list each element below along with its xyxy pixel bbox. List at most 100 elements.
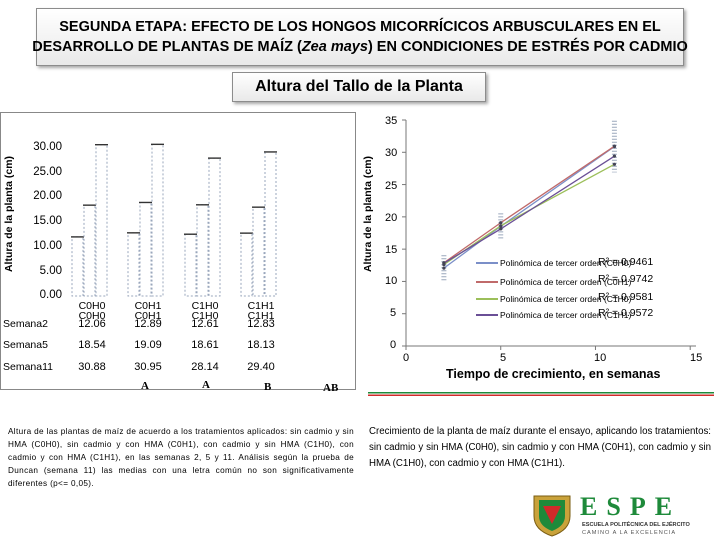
r-squared-label: R² = 0.9461	[598, 256, 654, 268]
duncan-letter: AB	[323, 382, 339, 394]
condition-header: C1H0	[191, 300, 219, 312]
duncan-letter: A	[202, 379, 210, 391]
table-row-label: Semana5	[3, 339, 48, 351]
table-cell: 19.09	[134, 339, 162, 351]
r-squared-label: R² = 0.9581	[598, 291, 654, 303]
duncan-letter: A	[141, 380, 149, 392]
bar-group	[71, 143, 277, 297]
table-cell: 12.89	[134, 318, 162, 330]
right-xtick: 15	[690, 352, 703, 364]
left-ytick: 5.00	[39, 265, 62, 277]
table-cell: 12.06	[78, 318, 106, 330]
right-ytick: 20	[385, 212, 398, 224]
left-ytick: 0.00	[39, 289, 62, 301]
bar	[83, 204, 96, 297]
bar	[127, 232, 140, 297]
series-line	[443, 155, 615, 264]
legend-swatch	[476, 281, 498, 283]
data-point	[612, 144, 617, 148]
table-cell: 12.83	[247, 318, 275, 330]
right-ytick: 10	[385, 275, 398, 287]
left-chart-svg	[0, 112, 356, 390]
right-ytick: 35	[385, 115, 398, 127]
table-cell: 18.61	[191, 339, 219, 351]
right-chart-svg	[402, 119, 696, 350]
bar	[71, 236, 84, 297]
bar	[184, 233, 197, 297]
logo-letter: S	[606, 492, 630, 521]
data-point	[612, 162, 617, 166]
series-line	[443, 145, 615, 264]
condition-header-overlap: C1H1	[247, 310, 275, 322]
left-ytick: 20.00	[33, 190, 62, 202]
right-ytick: 15	[385, 244, 398, 256]
right-ytick: 0	[390, 339, 397, 351]
species-name: Zea mays	[301, 39, 368, 55]
condition-header: C1H1	[247, 300, 275, 312]
logo-institution: ESCUELA POLITÉCNICA DEL EJÉRCITO	[582, 522, 690, 528]
condition-header-overlap: C1H0	[191, 310, 219, 322]
bar	[95, 144, 108, 297]
data-point	[499, 221, 503, 225]
legend-entry: Polinómica de tercer orden (C0H0)	[500, 258, 632, 268]
right-ytick: 25	[385, 180, 398, 192]
logo-letter: E	[654, 492, 682, 521]
duncan-letter: B	[264, 381, 272, 393]
legend-swatch	[476, 262, 498, 264]
right-x-axis-label: Tiempo de crecimiento, en semanas	[446, 367, 661, 381]
header-box: SEGUNDA ETAPA: EFECTO DE LOS HONGOS MICO…	[32, 8, 688, 66]
legend-entry: Polinómica de tercer orden (C1H1)	[500, 310, 632, 320]
table-cell: 12.61	[191, 318, 219, 330]
left-ytick: 10.00	[33, 240, 62, 252]
left-chart-panel	[0, 112, 356, 390]
section-subtitle: Altura del Tallo de la Planta	[232, 72, 486, 102]
right-ytick: 5	[390, 307, 397, 319]
r-squared-label: R² = 0.9572	[598, 307, 654, 319]
right-xtick: 0	[403, 352, 410, 364]
left-caption: Altura de las plantas de maíz de acuerdo…	[8, 427, 354, 488]
right-xtick: 5	[500, 352, 507, 364]
table-row-label: Semana11	[3, 361, 54, 373]
shield-icon	[533, 495, 571, 537]
condition-header-overlap: C0H1	[134, 310, 162, 322]
left-ytick: 30.00	[33, 141, 62, 153]
right-caption: Crecimiento de la planta de maíz durante…	[369, 426, 711, 469]
bar	[196, 204, 209, 297]
table-cell: 29.40	[247, 361, 275, 373]
bar	[151, 143, 164, 297]
left-y-axis-label: Altura de la planta (cm)	[3, 155, 15, 273]
bar	[139, 201, 152, 297]
espe-wordmark: ESPE	[580, 492, 681, 522]
data-point	[442, 261, 446, 265]
legend-entry: Polinómica de tercer orden (C1H0)	[500, 294, 632, 304]
r-squared-label: R² = 0.9742	[598, 273, 654, 285]
data-point	[499, 227, 503, 231]
series-line	[443, 146, 615, 269]
table-cell: 18.54	[78, 339, 106, 351]
data-point	[499, 224, 503, 228]
logo-stripe	[368, 392, 714, 396]
bar	[252, 206, 265, 297]
left-ytick: 15.00	[33, 215, 62, 227]
condition-header: C0H1	[134, 300, 162, 312]
espe-logo: ESPE ESCUELA POLITÉCNICA DEL EJÉRCITO CA…	[528, 492, 712, 538]
data-point	[612, 154, 617, 158]
bar	[240, 232, 253, 297]
header-line-2-start: DESARROLLO DE PLANTAS DE MAÍZ (	[32, 39, 302, 55]
legend-swatch	[476, 298, 498, 300]
bar	[264, 151, 277, 297]
condition-header: C0H0	[78, 300, 106, 312]
table-cell: 18.13	[247, 339, 275, 351]
logo-letter: P	[629, 492, 655, 521]
table-row-label: Semana2	[3, 318, 48, 330]
table-cell: 30.88	[78, 361, 106, 373]
right-xtick: 10	[594, 352, 607, 364]
logo-motto: CAMINO A LA EXCELENCIA	[582, 530, 677, 536]
header-line-1: SEGUNDA ETAPA: EFECTO DE LOS HONGOS MICO…	[59, 19, 661, 35]
legend-swatch	[476, 314, 498, 316]
bar	[208, 157, 221, 297]
condition-header-overlap: C0H0	[78, 310, 106, 322]
table-cell: 30.95	[134, 361, 162, 373]
header-line-2-end: ) EN CONDICIONES DE ESTRÉS POR CADMIO	[367, 39, 688, 55]
right-ytick: 30	[385, 147, 398, 159]
